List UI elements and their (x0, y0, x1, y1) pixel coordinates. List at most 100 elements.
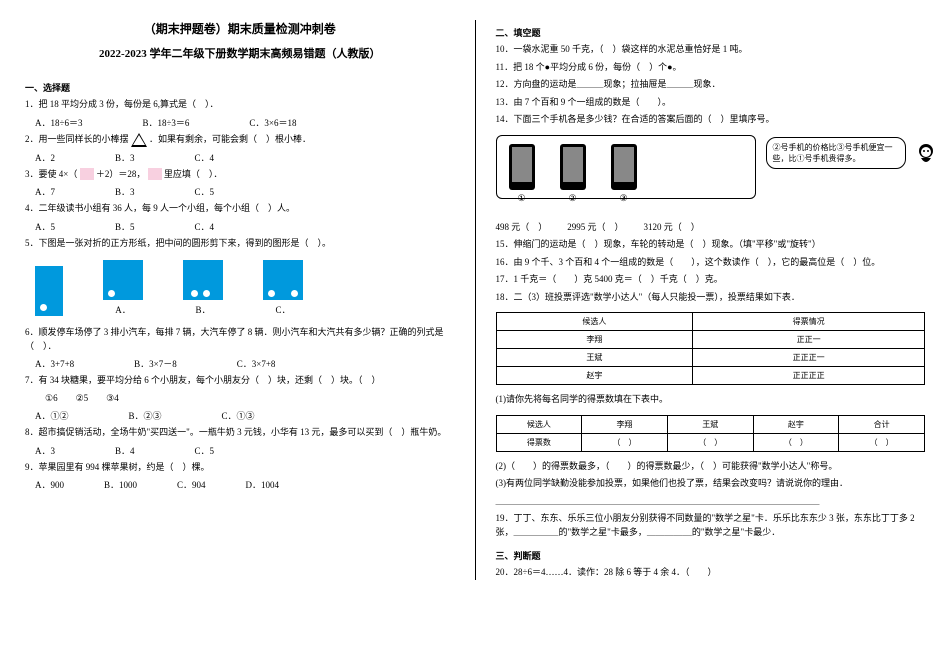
q7-opts: A．①② B．②③ C．①③ (25, 409, 455, 422)
q19: 19．丁丁、东东、乐乐三位小朋友分别获得不同数量的"数学之星"卡．乐乐比东东少 … (496, 512, 926, 539)
th: 得票情况 (693, 313, 925, 331)
q7-text: 7．有 34 块糖果，要平均分给 6 个小朋友，每个小朋友分（ ）块，还剩（ ）… (25, 374, 455, 388)
table-votes: 候选人得票情况 李翔正正一 王斌正正正一 赵宇正正正正 (496, 312, 926, 385)
q4-text: 4．二年级读书小组有 36 人，每 9 人一个小组，每个小组（ ）人。 (25, 202, 455, 216)
q1-opt-b: B．18÷3＝6 (142, 116, 189, 129)
q5-opt-b: B． (195, 303, 210, 316)
table-row: 李翔正正一 (496, 331, 925, 349)
blue-square (103, 260, 143, 300)
exam-page: （期末押题卷）期末质量检测冲刺卷 2022-2023 学年二年级下册数学期末高频… (0, 0, 950, 600)
dot-icon (268, 290, 275, 297)
cell: 正正正正 (693, 367, 925, 385)
section2-heading: 二、填空题 (496, 26, 926, 39)
q9-opt-c: C．904 (177, 478, 206, 491)
q6-opt-c: C．3×7+8 (237, 357, 276, 370)
q2-text-a: 2．用一些同样长的小棒摆 (25, 134, 129, 144)
q8-opt-b: B．4 (115, 444, 135, 457)
q1-opt-a: A．18÷6＝3 (35, 116, 82, 129)
q5-opt-c: C． (275, 303, 290, 316)
title-main: （期末押题卷）期末质量检测冲刺卷 (25, 20, 455, 37)
q5-opt-b-shape: B． (183, 260, 223, 316)
q2-opt-c: C．4 (195, 151, 215, 164)
q15: 15．伸缩门的运动是（ ）现象，车轮的转动是（ ）现象。（填"平移"或"旋转"） (496, 238, 926, 252)
q4-opt-b: B．5 (115, 220, 135, 233)
q3-opt-c: C．5 (195, 185, 215, 198)
th: 王斌 (667, 415, 753, 433)
q6-opts: A．3+7+8 B．3×7－8 C．3×7+8 (25, 357, 455, 370)
cell: 赵宇 (496, 367, 693, 385)
q5-text: 5．下图是一张对折的正方形纸，把中间的圆形剪下来，得到的图形是（ ）。 (25, 237, 455, 251)
q2: 2．用一些同样长的小棒摆 ．如果有剩余，可能会剩（ ）根小棒． (25, 133, 455, 147)
th: 候选人 (496, 313, 693, 331)
q9-opt-b: B．1000 (104, 478, 137, 491)
price-3: 3120 元（ ） (644, 221, 700, 235)
q1-opts: A．18÷6＝3 B．18÷3＝6 C．3×6＝18 (25, 116, 455, 129)
cell: （ ） (667, 433, 753, 451)
q18-2: (2)（ ）的得票数最多，（ ）的得票数最少，（ ）可能获得"数学小达人"称号。 (496, 460, 926, 474)
q5-opt-a: A． (115, 303, 131, 316)
q9-text: 9．苹果园里有 994 棵苹果树，约是（ ）棵。 (25, 461, 455, 475)
q5-opt-c-shape: C． (263, 260, 303, 316)
phone-2: ② (560, 144, 586, 190)
phone-1: ① (509, 144, 535, 190)
q8-opt-c: C．5 (195, 444, 215, 457)
column-divider (475, 20, 476, 580)
q2-opt-a: A．2 (35, 151, 55, 164)
cell: 王斌 (496, 349, 693, 367)
q7-opt-b: B．②③ (129, 409, 162, 422)
phone-icon (611, 144, 637, 190)
q20: 20．28÷6＝4……4．读作：28 除 6 等于 4 余 4．（ ） (496, 566, 926, 580)
phone-icon (560, 144, 586, 190)
triangle-icon (131, 133, 147, 147)
table-row: 候选人得票情况 (496, 313, 925, 331)
q3-text-c: 里应填（ ）． (164, 169, 223, 179)
pink-box-icon (80, 168, 94, 180)
phone-prices: 498 元（ ） 2995 元（ ） 3120 元（ ） (496, 221, 926, 235)
q3-opts: A．7 B．3 C．5 (25, 185, 455, 198)
q18-1: (1)请你先将每名同学的得票数填在下表中。 (496, 393, 926, 407)
table-row: 赵宇正正正正 (496, 367, 925, 385)
cell: （ ） (582, 433, 668, 451)
blue-square (263, 260, 303, 300)
q3-text-b: ＋2）＝28， (96, 169, 146, 179)
q3-opt-b: B．3 (115, 185, 135, 198)
phone-label-2: ② (568, 193, 576, 204)
q7-opt-c: C．①③ (222, 409, 255, 422)
q17: 17．1 千克＝（ ）克 5400 克＝（ ）千克（ ）克。 (496, 273, 926, 287)
th: 李翔 (582, 415, 668, 433)
cell: 李翔 (496, 331, 693, 349)
th: 合计 (839, 415, 925, 433)
q3: 3．要使 4×（ ＋2）＝28， 里应填（ ）． (25, 168, 455, 182)
q12: 12．方向盘的运动是＿＿＿现象；拉抽屉是＿＿＿现象． (496, 78, 926, 92)
speech-bubble: ②号手机的价格比③号手机便宜一些，比①号手机贵得多。 (766, 137, 906, 169)
q4-opts: A．5 B．5 C．4 (25, 220, 455, 233)
th: 候选人 (496, 415, 582, 433)
price-1: 498 元（ ） (496, 221, 548, 235)
q18-3: (3)有两位同学缺勤没能参加投票，如果他们也投了票，结果会改变吗？请说说你的理由… (496, 477, 926, 491)
cell: （ ） (839, 433, 925, 451)
table-row: 候选人 李翔 王斌 赵宇 合计 (496, 415, 925, 433)
q4-opt-a: A．5 (35, 220, 55, 233)
q9-opts: A．900 B．1000 C．904 D．1004 (25, 478, 455, 491)
dot-icon (40, 304, 47, 311)
q8-opt-a: A．3 (35, 444, 55, 457)
phone-label-3: ③ (619, 193, 627, 204)
cell: （ ） (753, 433, 839, 451)
q5-original-shape (35, 266, 63, 316)
left-column: （期末押题卷）期末质量检测冲刺卷 2022-2023 学年二年级下册数学期末高频… (25, 20, 455, 580)
q13: 13．由 7 个百和 9 个一组成的数是（ ）。 (496, 96, 926, 110)
q2-opts: A．2 B．3 C．4 (25, 151, 455, 164)
q4-opt-c: C．4 (195, 220, 215, 233)
phone-box: ① ② ③ (496, 135, 756, 199)
table-row: 王斌正正正一 (496, 349, 925, 367)
q6-opt-b: B．3×7－8 (134, 357, 177, 370)
q5-opt-a-shape: A． (103, 260, 143, 316)
q11: 11．把 18 个●平均分成 6 份，每份（ ）个●。 (496, 61, 926, 75)
q7-sub: ①6 ②5 ③4 (25, 392, 455, 406)
cell: 正正正一 (693, 349, 925, 367)
q5-shapes: A． B． C． (25, 254, 455, 322)
girl-icon (911, 141, 941, 171)
th: 赵宇 (753, 415, 839, 433)
q6-text: 6．顺发停车场停了 3 排小汽车，每排 7 辆，大汽车停了 8 辆．则小汽车和大… (25, 326, 455, 353)
q8-text: 8．超市搞促销活动，全场牛奶"买四送一"。一瓶牛奶 3 元钱，小华有 13 元，… (25, 426, 455, 440)
